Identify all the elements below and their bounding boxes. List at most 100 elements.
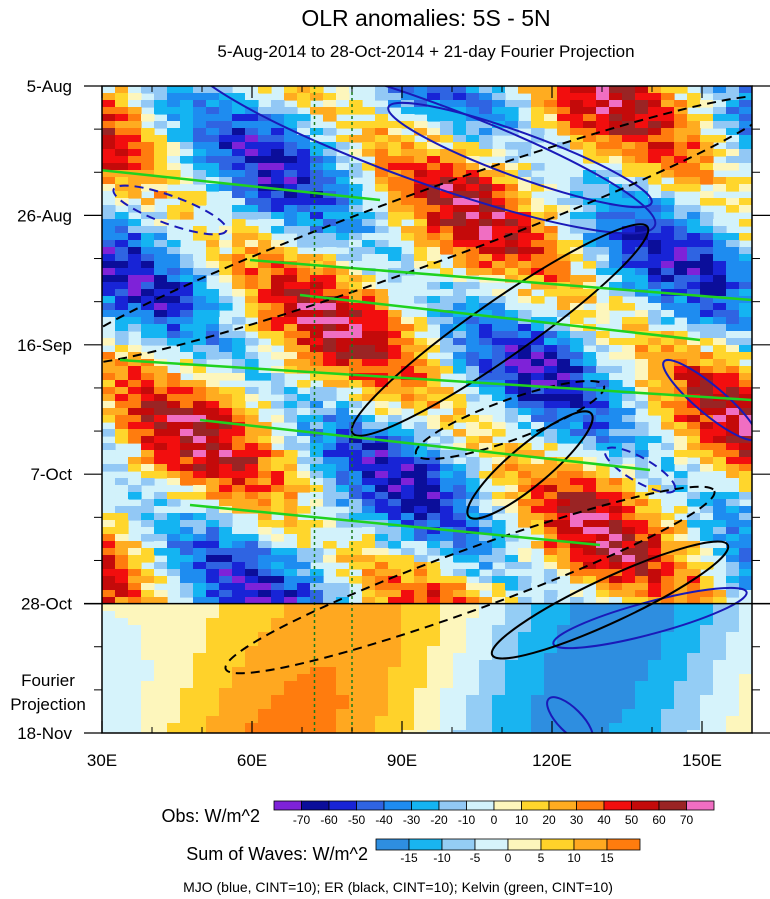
heatmap-cell xyxy=(102,520,116,528)
heatmap-cell xyxy=(102,485,116,493)
heatmap-cell xyxy=(336,240,350,248)
heatmap-cell xyxy=(180,100,194,108)
heatmap-cell xyxy=(310,499,324,507)
heatmap-cell xyxy=(115,331,129,339)
heatmap-cell xyxy=(726,443,740,451)
heatmap-cell xyxy=(570,100,584,108)
heatmap-cell xyxy=(583,681,597,689)
heatmap-cell xyxy=(518,408,532,416)
heatmap-cell xyxy=(700,562,714,570)
heatmap-cell xyxy=(245,387,259,395)
heatmap-cell xyxy=(505,359,519,367)
heatmap-cell xyxy=(219,492,233,500)
heatmap-cell xyxy=(297,695,311,703)
heatmap-cell xyxy=(180,121,194,129)
heatmap-cell xyxy=(427,639,441,647)
heatmap-cell xyxy=(141,261,155,269)
heatmap-cell xyxy=(531,450,545,458)
heatmap-cell xyxy=(310,674,324,682)
heatmap-cell xyxy=(479,527,493,535)
heatmap-cell xyxy=(622,268,636,276)
heatmap-cell xyxy=(700,653,714,661)
heatmap-cell xyxy=(674,457,688,465)
heatmap-cell xyxy=(336,625,350,633)
heatmap-cell xyxy=(492,541,506,549)
heatmap-cell xyxy=(414,387,428,395)
heatmap-cell xyxy=(518,569,532,577)
heatmap-cell xyxy=(141,310,155,318)
heatmap-cell xyxy=(414,240,428,248)
heatmap-cell xyxy=(726,548,740,556)
heatmap-cell xyxy=(141,464,155,472)
heatmap-cell xyxy=(206,611,220,619)
heatmap-cell xyxy=(323,667,337,675)
heatmap-cell xyxy=(700,723,714,731)
heatmap-cell xyxy=(687,520,701,528)
heatmap-cell xyxy=(492,394,506,402)
heatmap-cell xyxy=(310,345,324,353)
heatmap-cell xyxy=(492,569,506,577)
heatmap-cell xyxy=(206,541,220,549)
heatmap-cell xyxy=(219,352,233,360)
heatmap-cell xyxy=(219,660,233,668)
heatmap-cell xyxy=(414,212,428,220)
heatmap-cell xyxy=(219,611,233,619)
heatmap-cell xyxy=(570,121,584,129)
heatmap-cell xyxy=(284,667,298,675)
heatmap-cell xyxy=(349,331,363,339)
contour-line xyxy=(183,86,657,235)
heatmap-cell xyxy=(674,268,688,276)
heatmap-cell xyxy=(206,394,220,402)
heatmap-cell xyxy=(219,562,233,570)
wave-contours xyxy=(102,86,752,733)
heatmap-cell xyxy=(180,345,194,353)
heatmap-cell xyxy=(297,506,311,514)
heatmap-cell xyxy=(245,653,259,661)
heatmap-cell xyxy=(180,289,194,297)
waves-colorbar: -15 -10 -5 0 5 10 15 xyxy=(375,838,641,865)
heatmap-cell xyxy=(583,611,597,619)
heatmap-cell xyxy=(583,695,597,703)
heatmap-cell xyxy=(557,716,571,724)
heatmap-cell xyxy=(635,464,649,472)
heatmap-cell xyxy=(674,296,688,304)
heatmap-cell xyxy=(349,205,363,213)
heatmap-cell xyxy=(180,191,194,199)
heatmap-cell xyxy=(661,100,675,108)
heatmap-cell xyxy=(583,667,597,675)
heatmap-cell xyxy=(349,310,363,318)
heatmap-cell xyxy=(375,716,389,724)
heatmap-cell xyxy=(518,506,532,514)
heatmap-cell xyxy=(557,625,571,633)
heatmap-cell xyxy=(570,317,584,325)
heatmap-cell xyxy=(492,324,506,332)
heatmap-cell xyxy=(466,660,480,668)
heatmap-cell xyxy=(141,366,155,374)
heatmap-cell xyxy=(700,282,714,290)
heatmap-cell xyxy=(297,149,311,157)
heatmap-cell xyxy=(232,576,246,584)
heatmap-cell xyxy=(180,569,194,577)
heatmap-cell xyxy=(375,485,389,493)
heatmap-cell xyxy=(661,513,675,521)
heatmap-cell xyxy=(479,576,493,584)
heatmap-cell xyxy=(375,114,389,122)
heatmap-cell xyxy=(466,709,480,717)
heatmap-cell xyxy=(622,387,636,395)
heatmap-cell xyxy=(583,205,597,213)
heatmap-cell xyxy=(648,114,662,122)
heatmap-cell xyxy=(310,184,324,192)
heatmap-cell xyxy=(141,163,155,171)
heatmap-cell xyxy=(557,429,571,437)
heatmap-cell xyxy=(206,156,220,164)
heatmap-cell xyxy=(349,429,363,437)
heatmap-cell xyxy=(713,415,727,423)
heatmap-cell xyxy=(245,177,259,185)
heatmap-cell xyxy=(609,212,623,220)
heatmap-cell xyxy=(700,310,714,318)
heatmap-cell xyxy=(531,702,545,710)
heatmap-cell xyxy=(271,156,285,164)
heatmap-cell xyxy=(414,142,428,150)
heatmap-cell xyxy=(232,282,246,290)
heatmap-cell xyxy=(700,156,714,164)
